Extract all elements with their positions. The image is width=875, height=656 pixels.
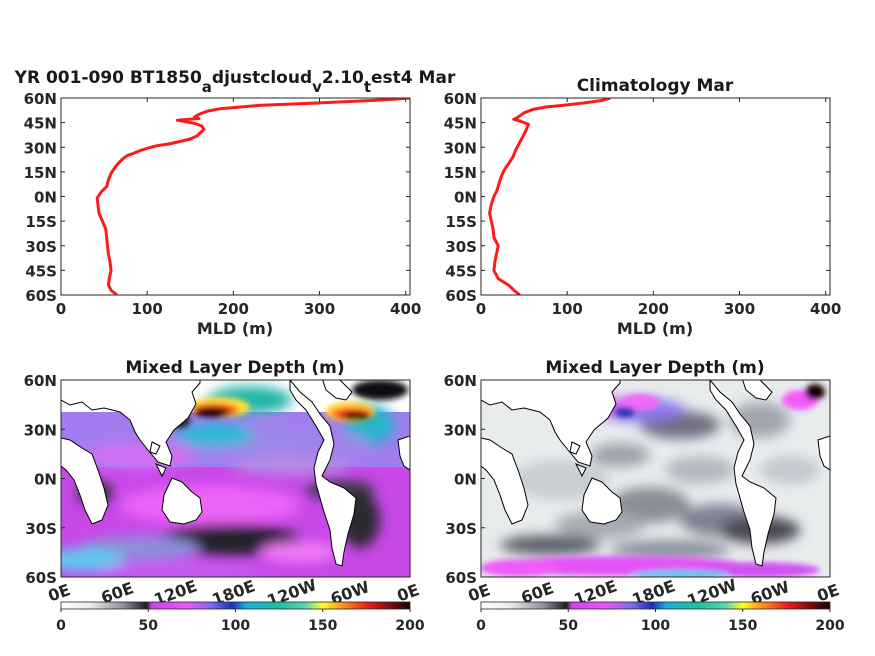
map-model-lat-label: 30N [24, 421, 57, 439]
profile-climatology-axes-box [480, 97, 831, 296]
colorbar-climatology-tick-label: 150 [728, 618, 757, 634]
profile-model-xtick-label: 400 [390, 300, 421, 318]
colorbar-climatology-tick-label: 50 [559, 618, 579, 634]
profile-climatology-ytick-label: 60N [444, 90, 477, 108]
profile-model-axes-box [60, 97, 411, 296]
profile-climatology-xtick-label: 200 [638, 300, 669, 318]
profile-panel-climatology: Climatology Mar 0 100 200 300 400 60S 45S 30S 15… [444, 76, 842, 338]
map-climatology-title: Mixed Layer Depth (m) [545, 358, 764, 378]
map-climatology-lat-label: 60N [444, 372, 477, 390]
profile-climatology-ytick-label: 45N [444, 115, 477, 133]
profile-model-xtick-label: 300 [304, 300, 335, 318]
profile-model-ytick-label: 45S [25, 262, 57, 280]
colorbar-climatology-tick-label: 200 [815, 618, 844, 634]
profile-climatology-line [488, 98, 611, 295]
profile-climatology-ytick-label: 15N [444, 164, 477, 182]
colorbar-model-bar [60, 601, 411, 610]
profile-climatology-xtick-label: 0 [476, 300, 486, 318]
profile-model-ytick-label: 0N [34, 189, 57, 207]
profile-model-xtick-label: 100 [132, 300, 163, 318]
map-panel-model: Mixed Layer Depth (m) [24, 358, 422, 610]
profile-panel-model: YR 001-090 BT1850adjustcloudv2.10test4 M… [14, 68, 456, 338]
map-climatology-field [481, 380, 830, 577]
profile-climatology-xlabel: MLD (m) [617, 319, 693, 338]
colorbar-model-tick-label: 150 [308, 618, 337, 634]
colorbar-model-tick-label: 100 [221, 618, 250, 634]
profile-climatology-xtick-label: 400 [810, 300, 841, 318]
map-climatology-lat-label: 0N [454, 471, 477, 489]
map-model-title: Mixed Layer Depth (m) [125, 358, 344, 378]
profile-climatology-xtick-label: 300 [724, 300, 755, 318]
colorbar-model-tick-label: 50 [139, 618, 159, 634]
map-model-land [61, 380, 410, 567]
profile-climatology-ytick-label: 60S [445, 287, 477, 305]
profile-model-xtick-label: 200 [218, 300, 249, 318]
map-model-lat-label: 0N [34, 471, 57, 489]
map-model-lat-label: 60N [24, 372, 57, 390]
map-climatology-lat-label: 30N [444, 421, 477, 439]
map-climatology-lat-label: 60S [445, 569, 477, 587]
colorbar-climatology-bar [480, 601, 831, 610]
profile-model-ytick-label: 45N [24, 115, 57, 133]
profile-climatology-title: Climatology Mar [577, 76, 734, 96]
profile-model-title: YR 001-090 BT1850adjustcloudv2.10test4 M… [14, 68, 456, 96]
colorbar-climatology-tick-label: 100 [641, 618, 670, 634]
profile-model-xlabel: MLD (m) [197, 319, 273, 338]
profile-climatology-xtick-label: 100 [552, 300, 583, 318]
colorbar-model-tick-label: 0 [56, 618, 66, 634]
map-climatology-lat-label: 30S [445, 520, 477, 538]
profile-climatology-ytick-label: 30N [444, 139, 477, 157]
colorbar-model: 0 50 100 150 200 [56, 601, 425, 634]
profile-model-ytick-label: 15S [25, 213, 57, 231]
map-model-lat-label: 30S [25, 520, 57, 538]
profile-model-ytick-label: 30S [25, 238, 57, 256]
profile-model-ytick-label: 60S [25, 287, 57, 305]
colorbar-model-tick-label: 200 [395, 618, 424, 634]
profile-model-ytick-label: 15N [24, 164, 57, 182]
map-model-field [61, 380, 410, 577]
profile-climatology-ytick-label: 30S [445, 238, 477, 256]
map-model-lat-label: 60S [25, 569, 57, 587]
profile-climatology-ytick-label: 0N [454, 189, 477, 207]
profile-model-ytick-label: 60N [24, 90, 57, 108]
profile-climatology-ytick-label: 45S [445, 262, 477, 280]
colorbar-climatology-tick-label: 0 [476, 618, 486, 634]
profile-climatology-ytick-label: 15S [445, 213, 477, 231]
map-panel-climatology: Mixed Layer Depth (m) [444, 358, 842, 610]
profile-model-ytick-label: 30N [24, 139, 57, 157]
profile-model-line [95, 98, 410, 295]
map-climatology-land [481, 380, 830, 567]
profile-model-xtick-label: 0 [56, 300, 66, 318]
colorbar-climatology: 0 50 100 150 200 [476, 601, 845, 634]
